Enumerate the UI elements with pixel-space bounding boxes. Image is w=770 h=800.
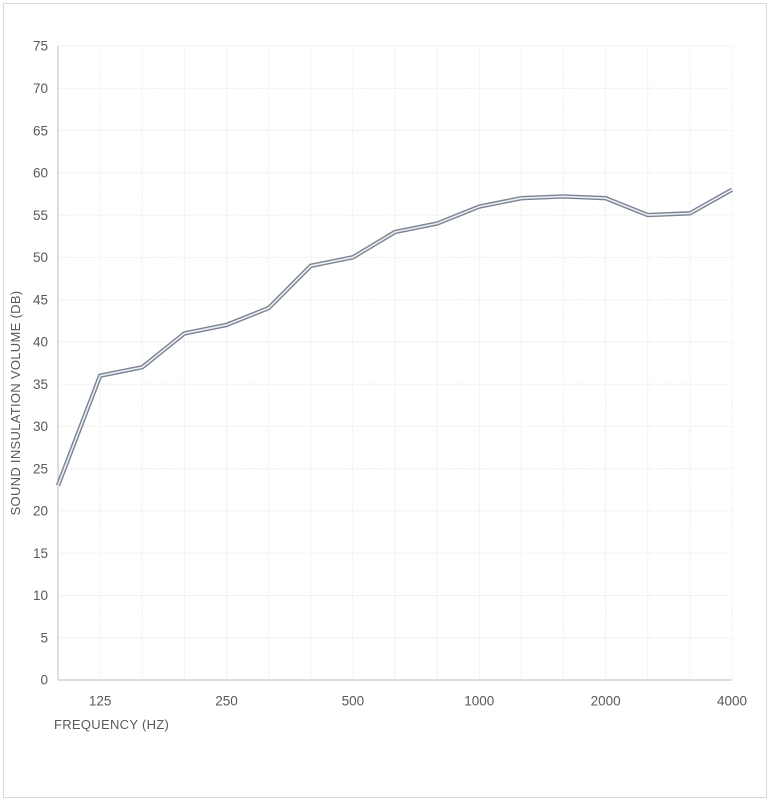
- y-tick-label: 25: [33, 461, 48, 476]
- tick-labels: 0 5 10 15 20 25 30 35 40 45 50 55 60 65 70 75 125 250 500 1…: [33, 39, 747, 709]
- x-tick-label: 4000: [717, 694, 747, 709]
- y-tick-label: 10: [33, 588, 48, 603]
- data-series: [55, 187, 734, 487]
- series-line-inner: [57, 189, 733, 486]
- y-axis-title: SOUND INSULATION VOLUME (DB): [8, 291, 23, 516]
- y-tick-label: 65: [33, 123, 48, 138]
- y-tick-label: 35: [33, 377, 48, 392]
- x-tick-label: 250: [215, 694, 238, 709]
- y-tick-label: 50: [33, 250, 48, 265]
- y-tick-label: 30: [33, 419, 48, 434]
- y-tick-label: 75: [33, 39, 48, 54]
- x-tick-label: 125: [89, 694, 112, 709]
- gridlines: [58, 45, 733, 680]
- y-tick-label: 40: [33, 335, 48, 350]
- axes: [57, 46, 732, 681]
- y-tick-label: 15: [33, 546, 48, 561]
- y-tick-label: 55: [33, 208, 48, 223]
- y-tick-label: 5: [40, 630, 48, 645]
- x-tick-label: 1000: [464, 694, 494, 709]
- x-tick-label: 2000: [591, 694, 621, 709]
- y-tick-label: 0: [40, 673, 48, 688]
- y-tick-label: 45: [33, 292, 48, 307]
- y-tick-label: 20: [33, 504, 48, 519]
- y-tick-label: 70: [33, 81, 48, 96]
- x-tick-label: 500: [342, 694, 365, 709]
- y-tick-label: 60: [33, 166, 48, 181]
- x-axis-title: FREQUENCY (HZ): [54, 717, 169, 732]
